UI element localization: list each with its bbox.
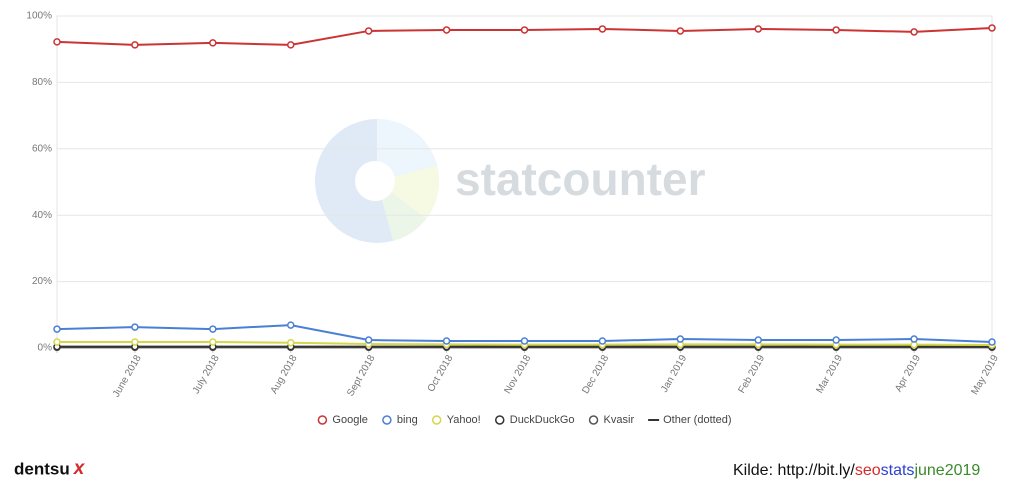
x-tick-label: Oct 2018 [426,353,456,394]
data-point [676,27,685,35]
x-tick-label: May 2019 [969,353,1001,397]
x-tick-label: Jan 2019 [659,353,689,395]
legend: Google bing Yahoo! DuckDuckGo Kvasir Other (d… [317,414,732,426]
x-tick-label: Dec 2018 [580,353,611,396]
legend-item: Google [317,414,368,426]
legend-label: bing [397,414,418,426]
watermark-text: statcounter [455,153,706,205]
data-point [910,335,918,343]
data-point [598,337,607,345]
legend-label: DuckDuckGo [510,414,575,426]
data-point [131,338,139,346]
x-tick-label: Feb 2019 [736,353,767,395]
watermark-logo: statcounter [315,119,706,243]
source: Kilde: http://bit.ly/seostatsjune2019 [733,462,980,479]
x-tick-label: Aug 2018 [269,353,300,396]
brand-mark: x [73,458,86,479]
legend-swatch [431,415,442,425]
legend-label: Other (dotted) [663,414,731,426]
data-point [209,338,217,346]
brand: dentsu [14,459,70,478]
y-tick-label: 0% [38,343,53,354]
legend-label: Kvasir [604,414,635,426]
watermark-slice [377,181,426,241]
watermark-slice [377,119,437,181]
legend-swatch [588,415,599,425]
data-point [287,338,295,347]
data-point [442,26,451,34]
legend-item: Other (dotted) [648,414,732,426]
y-tick-label: 40% [32,210,52,221]
y-tick-label: 80% [32,77,52,88]
legend-item: bing [382,414,418,426]
legend-label: Yahoo! [447,414,481,426]
source-part: stats [881,462,915,479]
x-tick-label: Sept 2018 [345,353,378,398]
x-tick-label: Mar 2019 [814,353,845,395]
data-point [287,321,295,329]
watermark-disc [315,119,439,243]
legend-item: Yahoo! [431,414,481,426]
data-point [754,25,762,33]
watermark-hole [355,161,395,201]
data-point [287,41,295,49]
data-point [832,26,840,34]
legend-item: DuckDuckGo [495,414,575,426]
legend-item: Kvasir [588,414,635,426]
data-point [209,325,217,333]
x-tick-label: Apr 2019 [893,353,923,394]
data-point [520,337,529,345]
data-point [520,26,529,34]
legend-label: Google [332,414,367,426]
data-point [131,41,139,49]
legend-swatch [495,415,505,425]
legend-swatch [382,415,392,425]
y-tick-label: 100% [26,11,52,22]
data-point [131,323,139,331]
watermark-slice [377,166,439,219]
data-point [910,28,918,36]
data-point [754,336,762,344]
data-point [676,335,685,343]
data-point [209,39,217,47]
x-tick-label: Nov 2018 [502,353,533,396]
x-tick-label: June 2018 [111,353,144,399]
data-point [832,336,840,344]
y-tick-label: 60% [32,143,52,154]
data-point [598,25,607,33]
source-part: june2019 [913,462,980,479]
data-point [988,24,996,32]
data-point [53,325,61,333]
data-point [364,336,373,344]
source-prefix: Kilde: http://bit.ly/ [733,462,855,479]
data-point [442,337,451,345]
y-tick-label: 20% [32,276,52,287]
data-point [53,38,61,46]
data-point [364,27,373,35]
source-part: seo [855,462,881,479]
x-tick-label: July 2018 [191,353,222,396]
legend-swatch [317,415,328,425]
data-point [988,338,996,346]
data-point [53,338,61,346]
